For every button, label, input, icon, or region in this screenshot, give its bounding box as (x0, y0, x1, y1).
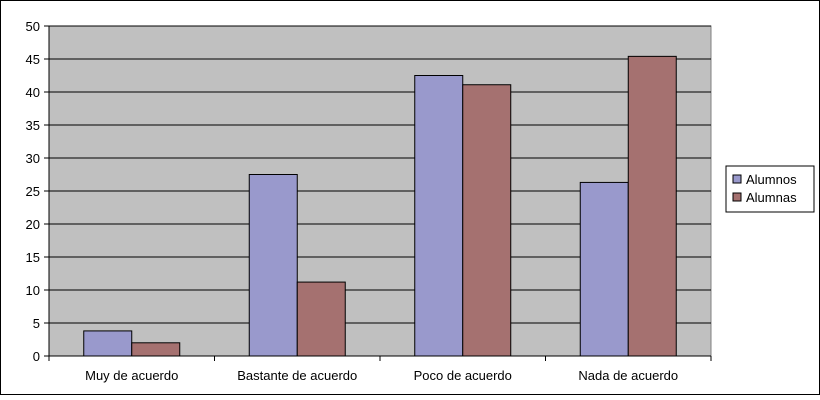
bar-alumnos-1 (83, 330, 133, 357)
y-tick-label: 15 (26, 250, 40, 265)
y-tick-label: 45 (26, 52, 40, 67)
bar-alumnos-2 (248, 174, 298, 357)
legend-box (725, 165, 815, 213)
y-tick-label: 5 (33, 316, 40, 331)
legend-swatch-alumnos (732, 174, 742, 184)
legend-label-alumnas: Alumnas (746, 190, 797, 205)
x-tick-label: Poco de acuerdo (414, 368, 512, 383)
y-tick-label: 25 (26, 184, 40, 199)
bar-alumnas-1 (131, 342, 181, 357)
bar-alumnas-2 (296, 281, 346, 357)
x-tick-label: Bastante de acuerdo (237, 368, 357, 383)
y-tick-label: 30 (26, 151, 40, 166)
y-tick-label: 20 (26, 217, 40, 232)
bar-alumnos-4 (579, 181, 629, 357)
x-tick-label: Muy de acuerdo (85, 368, 178, 383)
y-tick-label: 35 (26, 118, 40, 133)
bar-alumnas-4 (627, 55, 677, 357)
bar-alumnas-3 (462, 84, 512, 357)
y-tick-label: 0 (33, 349, 40, 364)
x-tick-label: Nada de acuerdo (578, 368, 678, 383)
legend-swatch-alumnas (732, 192, 742, 202)
legend-label-alumnos: Alumnos (746, 172, 797, 187)
y-tick-label: 50 (26, 19, 40, 34)
y-tick-label: 40 (26, 85, 40, 100)
y-tick-label: 10 (26, 283, 40, 298)
bar-alumnos-3 (414, 75, 464, 357)
